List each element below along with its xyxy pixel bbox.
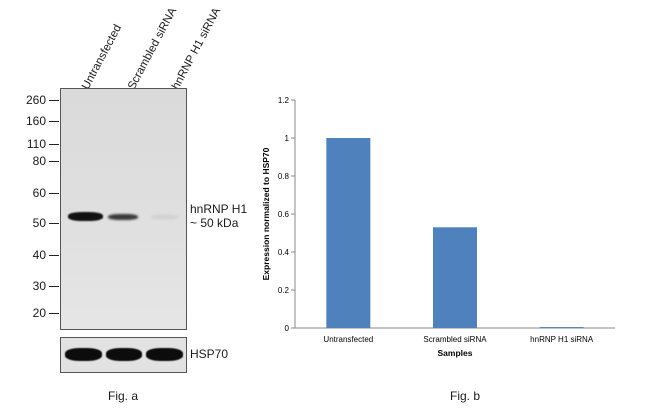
target-size-label: ~ 50 kDa [190,216,239,230]
mw-tick-80 [49,161,59,162]
band-untransfected [68,212,103,221]
figure-b-caption: Fig. b [450,389,481,403]
band-scrambled-sirna [108,214,138,220]
bar-scrambled-sirna [433,227,477,328]
lane-label-scrambled-sirna: Scrambled siRNA [126,5,180,92]
x-tick-label: hnRNP H1 siRNA [530,335,594,344]
y-tick-label: 0.6 [278,210,290,219]
bar-chart: 0 0.2 0.4 0.6 0.8 1 1.2 Untransfected Scrambled… [261,96,615,358]
y-tick-label: 0.2 [278,286,290,295]
blot-membrane-main [60,88,187,330]
blot-membrane-loading-control [60,337,187,373]
mw-tick-30 [49,286,59,287]
figure-a-caption: Fig. a [108,389,139,403]
bar-hnrnp-h1-sirna [539,327,584,328]
mw-tick-60 [49,193,59,194]
target-protein-label: hnRNP H1 [190,202,248,216]
x-axis-title: Samples [438,348,473,358]
y-tick-label: 0 [285,324,290,333]
y-tick-label: 0.8 [278,172,290,181]
mw-tick-40 [49,255,59,256]
mw-tick-20 [49,313,59,314]
lane-label-untransfected: Untransfected [80,22,125,92]
band-hsp70-untransfected [65,348,102,361]
mw-marker-260: 260 [25,93,46,107]
lane-label-hnrnp-h1-sirna: hnRNP H1 siRNA [170,6,224,92]
bar-untransfected [326,138,371,328]
loading-control-label: HSP70 [190,347,229,361]
band-hnrnp-h1-sirna [151,215,179,219]
mw-marker-50: 50 [32,216,46,230]
y-tick-label: 0.4 [278,248,290,257]
mw-tick-160 [49,121,59,122]
western-blot-figure: Untransfected Scrambled siRNA hnRNP H1 s… [0,0,300,419]
y-tick-label: 1 [285,134,290,143]
x-tick-label: Scrambled siRNA [423,335,487,344]
x-tick-labels: Untransfected Scrambled siRNA hnRNP H1 siR… [323,335,593,344]
mw-tick-50 [49,223,59,224]
y-tick-label: 1.2 [278,96,290,105]
y-axis: 0 0.2 0.4 0.6 0.8 1 1.2 [278,96,296,333]
x-tick-label: Untransfected [323,335,373,344]
mw-marker-110: 110 [26,137,46,151]
mw-marker-160: 160 [25,114,46,128]
bars [326,138,584,328]
mw-marker-40: 40 [32,248,46,262]
mw-tick-260 [49,100,59,101]
band-hsp70-hnrnp-h1-sirna [146,348,183,361]
mw-marker-20: 20 [32,306,46,320]
mw-tick-110 [49,144,59,145]
mw-marker-80: 80 [32,154,46,168]
mw-marker-60: 60 [32,186,46,200]
band-hsp70-scrambled-sirna [106,348,142,361]
mw-marker-30: 30 [32,279,46,293]
y-axis-title: Expression normalized to HSP70 [261,147,271,280]
